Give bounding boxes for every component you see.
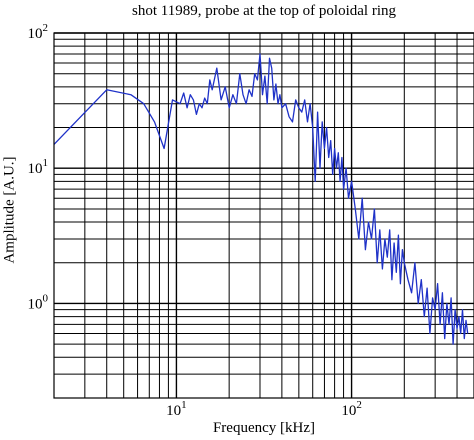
y-tick-label: 100 [28,292,49,312]
plot-frame [53,32,474,399]
y-tick-label: 101 [28,157,49,177]
y-tick-label: 102 [28,22,49,42]
x-axis-label: Frequency [kHz] [212,420,316,436]
series-line-amplitude [53,53,469,345]
x-tick-label: 102 [341,399,362,419]
x-tick-label: 101 [166,399,187,419]
chart-title: shot 11989, probe at the top of poloidal… [132,3,396,19]
y-axis-label: Amplitude [A.U.] [1,156,18,264]
axis-ticks: 101 102 100 101 102 [28,22,362,419]
